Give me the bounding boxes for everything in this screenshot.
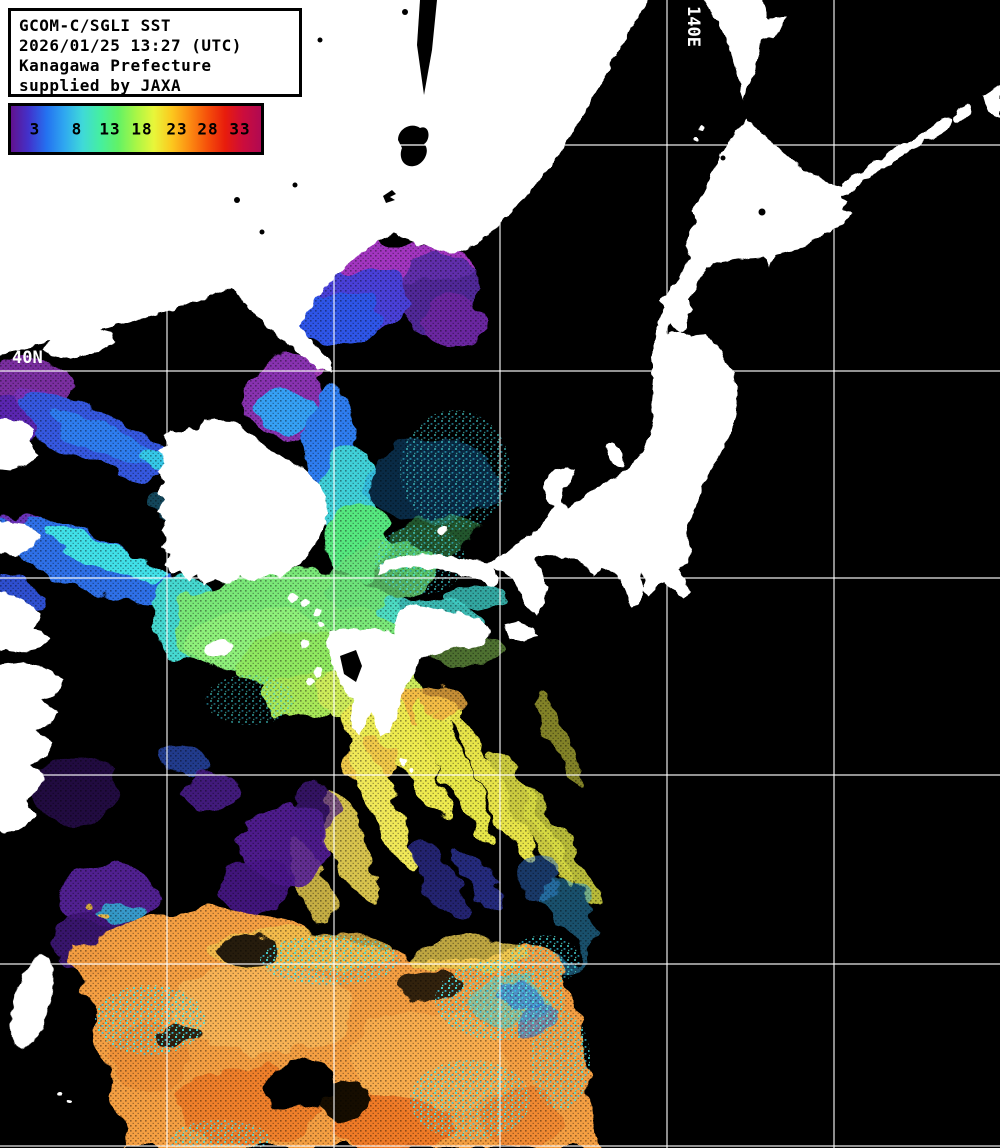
land-china-coast-lower [0,662,63,832]
land-amakusa [313,667,323,677]
land-jeju-island [205,639,233,657]
observation-datetime: 2026/01/25 13:27 (UTC) [19,36,242,55]
land-iki [314,608,322,616]
temperature-colorbar: 3 8 13 18 23 28 33 [8,103,264,155]
land-island-dot [66,1100,70,1104]
colorbar-tick-8: 8 [71,119,83,139]
land-taiwan [10,955,54,1049]
land-kuril-islands [838,86,1000,195]
land-shikoku [394,604,490,660]
land-island-dot [319,622,325,628]
latitude-label-40n: 40N [12,348,43,368]
land-island-dot [57,1092,63,1098]
land-hirado [301,641,309,649]
product-title: GCOM-C/SGLI SST [19,16,171,35]
title-annotation-box: GCOM-C/SGLI SST 2026/01/25 13:27 (UTC) K… [8,8,302,97]
land-korea [158,420,327,584]
colorbar-tick-28: 28 [197,119,219,139]
land-hokkaido [658,120,852,332]
colorbar-tick-18: 18 [131,119,153,139]
land-island-dot [301,598,309,606]
land-rebun [693,137,699,143]
land-oki [438,526,446,534]
land-honshu [377,297,738,616]
colorbar-tick-33: 33 [229,119,251,139]
longitude-label-140e: 140E [683,6,703,47]
credit-line: supplied by JAXA [19,76,182,95]
land-rishiri [699,125,705,131]
cyan-speckle-clusters [95,410,590,1148]
land-sakhalin [704,0,786,100]
land-nk-coast-blob [42,328,116,360]
land-island-dot [399,759,405,765]
colorbar-gradient [11,106,261,152]
land-sado [605,442,625,468]
land-island-dot [409,767,415,773]
land-awaji-kii-tip [503,622,537,642]
land-tsushima [288,593,298,603]
black-details-on-white [234,0,766,682]
colorbar-tick-23: 23 [166,119,188,139]
land-china-coast-upper [0,592,50,652]
land-coast-strip [0,521,40,556]
land-island-dot [306,678,314,686]
colorbar-tick-3: 3 [29,119,41,139]
region-name: Kanagawa Prefecture [19,56,212,75]
colorbar-tick-13: 13 [99,119,121,139]
land-nk-coast-lower [0,418,38,470]
